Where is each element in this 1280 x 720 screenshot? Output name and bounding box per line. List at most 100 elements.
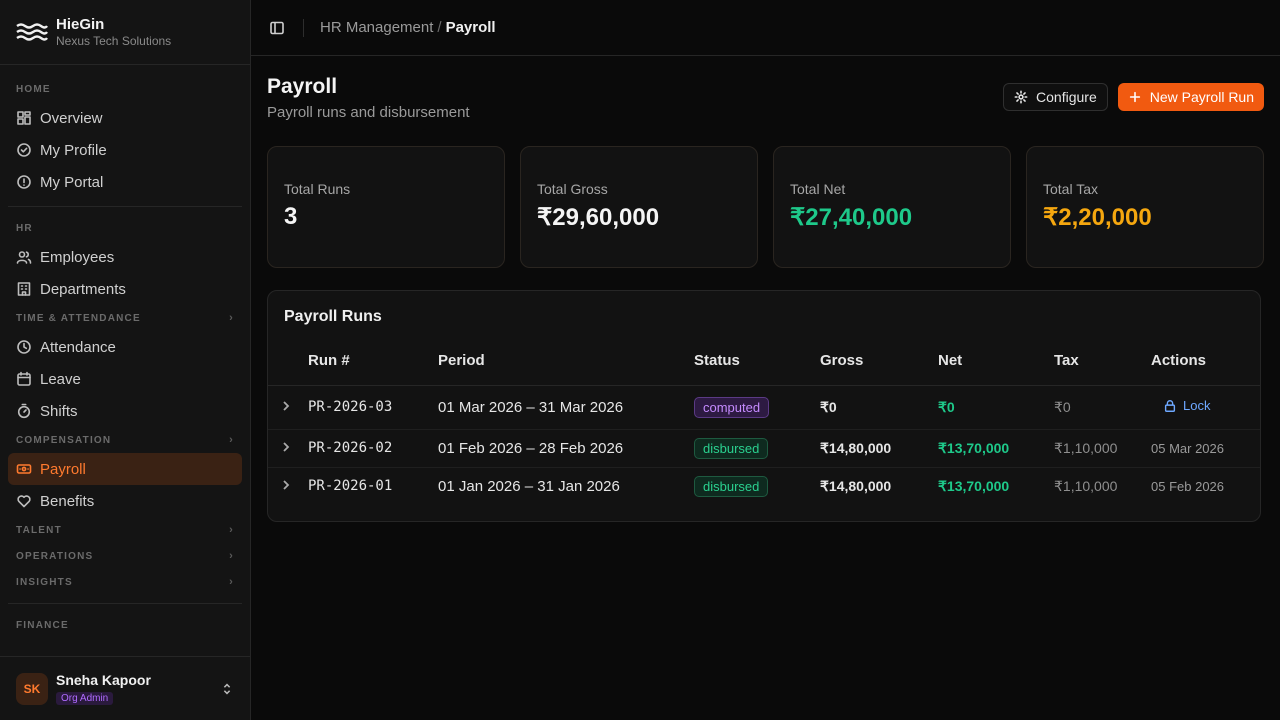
stat-label: Total Runs <box>284 181 351 197</box>
chevron-right-icon <box>283 442 290 452</box>
table-row[interactable]: PR-2026-01 01 Jan 2026 – 31 Jan 2026 dis… <box>268 467 1260 505</box>
sidebar-item-departments[interactable]: Departments <box>8 273 242 305</box>
timer-icon <box>17 403 31 419</box>
sidebar-toggle-button[interactable] <box>267 18 287 38</box>
user-name: Sneha Kapoor <box>56 671 151 688</box>
payroll-runs-table: Run # Period Status Gross Net Tax Action… <box>268 337 1260 505</box>
section-finance: FINANCE <box>16 619 69 631</box>
tax-amount: ₹0 <box>1054 385 1151 430</box>
brand[interactable]: HieGin Nexus Tech Solutions <box>0 0 250 65</box>
tax-amount: ₹1,10,000 <box>1054 429 1151 468</box>
sidebar-item-label: Shifts <box>40 402 78 420</box>
net-amount: ₹13,70,000 <box>938 477 1010 494</box>
banknote-icon <box>16 464 32 474</box>
new-payroll-run-label: New Payroll Run <box>1149 89 1254 105</box>
expand-row-button[interactable] <box>268 385 308 430</box>
sidebar-item-overview[interactable]: Overview <box>8 102 242 134</box>
lock-icon <box>1164 399 1176 412</box>
section-talent[interactable]: TALENT › <box>16 524 234 536</box>
gross-amount: ₹0 <box>820 385 938 430</box>
sidebar-nav: HOME Overview My Profile My Portal HR Em… <box>0 65 250 656</box>
stat-label: Total Net <box>790 181 846 197</box>
sidebar-item-label: My Profile <box>40 141 107 159</box>
configure-button[interactable]: Configure <box>1003 83 1108 111</box>
section-compensation[interactable]: COMPENSATION › <box>16 434 234 446</box>
breadcrumb-separator: / <box>437 19 442 36</box>
stat-card-total-runs: Total Runs 3 <box>267 146 505 268</box>
expand-row-button[interactable] <box>268 429 308 468</box>
column-header-tax: Tax <box>1054 337 1151 386</box>
sidebar-item-payroll[interactable]: Payroll <box>8 453 242 485</box>
sidebar-item-benefits[interactable]: Benefits <box>8 485 242 517</box>
actions-cell: Lock <box>1151 385 1260 430</box>
table-row[interactable]: PR-2026-03 01 Mar 2026 – 31 Mar 2026 com… <box>268 385 1260 430</box>
gear-icon <box>1014 90 1028 104</box>
stat-label: Total Gross <box>537 181 608 197</box>
status-cell: disbursed <box>694 429 820 468</box>
topbar: HR Management / Payroll <box>251 0 1280 56</box>
lock-button[interactable]: Lock <box>1151 398 1210 413</box>
run-period: 01 Feb 2026 – 28 Feb 2026 <box>438 429 694 468</box>
sidebar-item-employees[interactable]: Employees <box>8 241 242 273</box>
section-hr: HR <box>16 222 33 234</box>
section-insights[interactable]: INSIGHTS › <box>16 576 234 588</box>
panel-left-icon <box>270 21 284 34</box>
sidebar: HieGin Nexus Tech Solutions HOME Overvie… <box>0 0 251 720</box>
tax-amount: ₹1,10,000 <box>1054 477 1118 494</box>
breadcrumb-hr-management[interactable]: HR Management <box>320 19 434 36</box>
calendar-icon <box>17 371 31 386</box>
column-header-expand <box>268 337 308 386</box>
table-header-row: Run # Period Status Gross Net Tax Action… <box>268 337 1260 386</box>
grid-icon <box>17 111 31 125</box>
sidebar-item-my-profile[interactable]: My Profile <box>8 134 242 166</box>
plus-icon <box>1129 91 1140 103</box>
run-period: 01 Mar 2026 – 31 Mar 2026 <box>438 385 694 430</box>
stats-cards: Total Runs 3 Total Gross ₹29,60,000 Tota… <box>267 146 1264 268</box>
column-header-gross: Gross <box>820 337 938 386</box>
stat-card-total-gross: Total Gross ₹29,60,000 <box>520 146 758 268</box>
stat-value: 3 <box>284 203 298 230</box>
sidebar-item-label: Employees <box>40 248 115 266</box>
new-payroll-run-button[interactable]: New Payroll Run <box>1117 83 1264 111</box>
column-header-period: Period <box>438 337 694 386</box>
user-menu[interactable]: SK Sneha Kapoor Org Admin <box>0 656 250 720</box>
table-row[interactable]: PR-2026-02 01 Feb 2026 – 28 Feb 2026 dis… <box>268 429 1260 468</box>
run-period: 01 Jan 2026 – 31 Jan 2026 <box>438 477 620 495</box>
sidebar-item-label: Benefits <box>40 492 95 510</box>
heart-icon <box>17 495 31 508</box>
stat-value: ₹2,20,000 <box>1043 204 1152 231</box>
sidebar-item-label: Departments <box>40 280 126 298</box>
brand-name: HieGin <box>56 16 105 33</box>
brand-logo-icon <box>16 23 48 41</box>
avatar: SK <box>16 672 48 705</box>
lock-label: Lock <box>1183 398 1211 414</box>
stat-value: ₹29,60,000 <box>537 204 660 231</box>
page-content: Payroll Payroll runs and disbursement Co… <box>251 56 1280 522</box>
status-badge: disbursed <box>694 475 769 497</box>
sidebar-item-leave[interactable]: Leave <box>8 363 242 395</box>
stat-card-total-tax: Total Tax ₹2,20,000 <box>1026 146 1264 268</box>
chevrons-up-down-icon <box>223 683 231 694</box>
main: HR Management / Payroll Payroll Payroll … <box>251 0 1280 720</box>
sidebar-item-attendance[interactable]: Attendance <box>8 331 242 363</box>
status-badge: computed <box>694 396 770 418</box>
section-operations[interactable]: OPERATIONS › <box>16 550 234 562</box>
status-cell: computed <box>694 385 820 430</box>
column-header-run: Run # <box>308 337 438 386</box>
sidebar-item-label: Leave <box>40 370 81 388</box>
section-time-attendance[interactable]: TIME & ATTENDANCE › <box>16 312 234 324</box>
sidebar-item-shifts[interactable]: Shifts <box>8 395 242 427</box>
sidebar-item-label: Overview <box>40 109 103 127</box>
page-actions: Configure New Payroll Run <box>1003 83 1264 111</box>
stat-card-total-net: Total Net ₹27,40,000 <box>773 146 1011 268</box>
expand-row-button[interactable] <box>268 467 308 505</box>
page-title: Payroll <box>267 75 338 98</box>
role-badge: Org Admin <box>56 691 114 705</box>
brand-org: Nexus Tech Solutions <box>56 34 172 48</box>
payroll-runs-card: Payroll Runs Run # Period Status Gross N… <box>267 290 1261 522</box>
net-amount: ₹13,70,000 <box>938 429 1054 468</box>
breadcrumb-current: Payroll <box>445 19 496 36</box>
chevron-right-icon: › <box>229 550 234 562</box>
sidebar-item-my-portal[interactable]: My Portal <box>8 166 242 198</box>
chevron-right-icon <box>283 480 290 490</box>
